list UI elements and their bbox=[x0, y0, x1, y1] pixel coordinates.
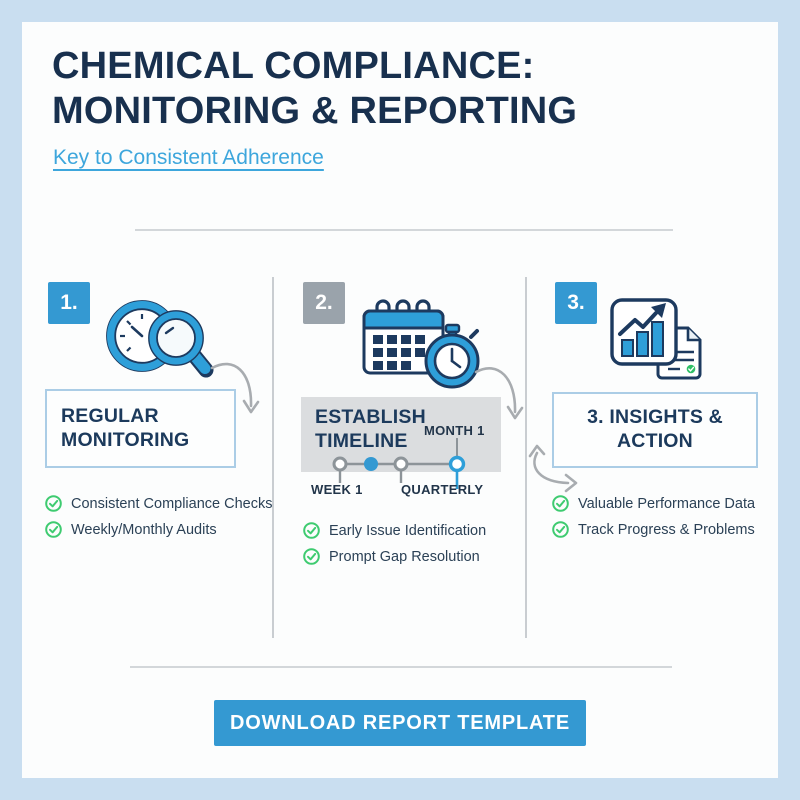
step-2-badge: 2. bbox=[303, 282, 345, 324]
list-item: Weekly/Monthly Audits bbox=[45, 521, 273, 538]
timeline-week-label: WEEK 1 bbox=[311, 482, 363, 497]
bullet-text: Weekly/Monthly Audits bbox=[71, 521, 217, 538]
timeline-month-label: MONTH 1 bbox=[424, 423, 485, 438]
page-title-line-1: CHEMICAL COMPLIANCE: bbox=[52, 45, 535, 87]
page-title: CHEMICAL COMPLIANCE: MONITORING & REPORT… bbox=[52, 44, 577, 134]
list-item: Valuable Performance Data bbox=[552, 495, 780, 512]
step-1-badge: 1. bbox=[48, 282, 90, 324]
calendar-stopwatch-icon bbox=[362, 299, 480, 389]
step-2-bullets: Early Issue Identification Prompt Gap Re… bbox=[303, 522, 523, 574]
step-3-bullets: Valuable Performance Data Track Progress… bbox=[552, 495, 780, 547]
column-divider-2 bbox=[525, 277, 527, 638]
list-item: Prompt Gap Resolution bbox=[303, 548, 523, 565]
bullet-text: Consistent Compliance Checks bbox=[71, 495, 273, 512]
column-divider-1 bbox=[272, 277, 274, 638]
bullet-text: Track Progress & Problems bbox=[578, 521, 755, 538]
curved-arrow-double-icon bbox=[528, 444, 578, 493]
step-1-bullets: Consistent Compliance Checks Weekly/Mont… bbox=[45, 495, 273, 547]
step-1-title-box: REGULAR MONITORING bbox=[45, 389, 236, 468]
bullet-text: Prompt Gap Resolution bbox=[329, 548, 480, 565]
top-divider bbox=[135, 229, 673, 231]
check-circle-icon bbox=[45, 495, 62, 512]
check-circle-icon bbox=[45, 521, 62, 538]
list-item: Track Progress & Problems bbox=[552, 521, 780, 538]
clock-magnifier-icon bbox=[106, 300, 214, 378]
timeline-dot-active bbox=[364, 457, 378, 471]
chart-report-icon bbox=[610, 298, 702, 380]
timeline-quarterly-label: QUARTERLY bbox=[401, 482, 484, 497]
check-circle-icon bbox=[303, 548, 320, 565]
subtitle-link[interactable]: Key to Consistent Adherence bbox=[53, 146, 324, 169]
step-3-title-box: 3. INSIGHTS & ACTION bbox=[552, 392, 758, 468]
list-item: Early Issue Identification bbox=[303, 522, 523, 539]
step-3-badge: 3. bbox=[555, 282, 597, 324]
list-item: Consistent Compliance Checks bbox=[45, 495, 273, 512]
check-circle-icon bbox=[303, 522, 320, 539]
download-report-template-button[interactable]: DOWNLOAD REPORT TEMPLATE bbox=[214, 700, 586, 746]
page-title-line-2: MONITORING & REPORTING bbox=[52, 90, 578, 132]
curved-arrow-down-icon bbox=[474, 366, 524, 420]
bullet-text: Valuable Performance Data bbox=[578, 495, 756, 512]
check-circle-icon bbox=[552, 495, 569, 512]
curved-arrow-down-icon bbox=[210, 362, 260, 414]
step-2-title: ESTABLISH TIMELINE bbox=[315, 406, 426, 453]
bullet-text: Early Issue Identification bbox=[329, 522, 487, 539]
step-3-title: 3. INSIGHTS & ACTION bbox=[587, 406, 723, 452]
bottom-divider bbox=[130, 666, 672, 668]
timeline-graphic bbox=[332, 438, 466, 489]
check-circle-icon bbox=[552, 521, 569, 538]
step-1-title: REGULAR MONITORING bbox=[61, 404, 190, 451]
